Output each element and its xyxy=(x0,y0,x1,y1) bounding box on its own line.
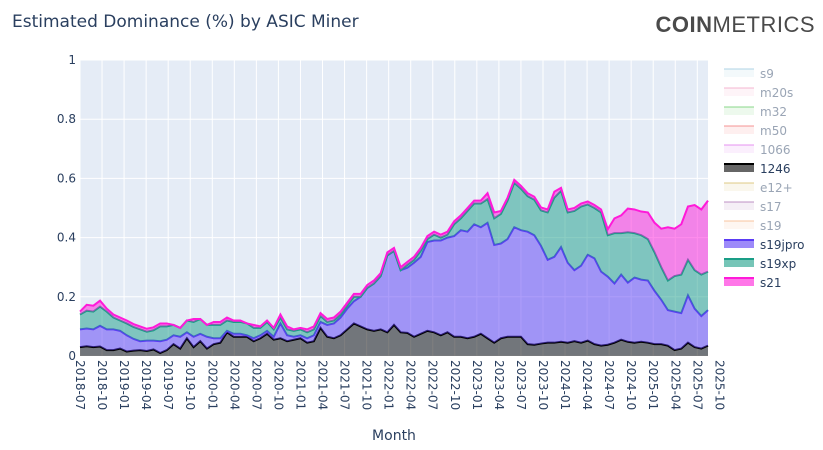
x-tick-label: 2022-07 xyxy=(426,360,440,410)
legend-item-e12+[interactable]: e12+ xyxy=(724,181,793,195)
x-tick-label: 2023-01 xyxy=(470,360,484,410)
legend-item-s9[interactable]: s9 xyxy=(724,67,774,81)
legend-label: 1246 xyxy=(760,162,791,176)
legend-label: s19xp xyxy=(760,257,796,271)
legend-label: m20s xyxy=(760,86,793,100)
x-tick-label: 2024-01 xyxy=(558,360,572,410)
y-tick-label: 0 xyxy=(68,349,76,363)
x-tick-label: 2024-10 xyxy=(624,360,638,410)
legend-item-s19[interactable]: s19 xyxy=(724,219,782,233)
legend-swatch xyxy=(724,278,754,286)
x-tick-label: 2021-01 xyxy=(293,360,307,410)
legend-swatch xyxy=(724,126,754,134)
y-tick-label: 0.8 xyxy=(57,112,76,126)
x-tick-label: 2019-04 xyxy=(139,360,153,410)
series-line-s21 xyxy=(79,178,709,331)
legend-label: s19jpro xyxy=(760,238,804,252)
x-tick-label: 2021-04 xyxy=(316,360,330,410)
x-tick-label: 2022-10 xyxy=(448,360,462,410)
legend-swatch xyxy=(724,88,754,96)
legend-label: m32 xyxy=(760,105,787,119)
x-tick-label: 2024-04 xyxy=(580,360,594,410)
brand-logo-light: METRICS xyxy=(712,12,815,37)
legend-swatch xyxy=(724,69,754,77)
legend-item-s19xp[interactable]: s19xp xyxy=(724,257,796,271)
x-tick-label: 2019-01 xyxy=(117,360,131,410)
y-tick-label: 0.4 xyxy=(57,231,76,245)
legend-swatch xyxy=(724,221,754,229)
area-1246 xyxy=(80,323,708,356)
legend-swatch xyxy=(724,164,754,172)
x-tick-label: 2020-04 xyxy=(227,360,241,410)
x-tick-label: 2023-07 xyxy=(514,360,528,410)
brand-logo-bold: COIN xyxy=(655,12,713,37)
x-tick-label: 2021-10 xyxy=(360,360,374,410)
legend-swatch xyxy=(724,183,754,191)
legend-label: s19 xyxy=(760,219,782,233)
legend-label: s9 xyxy=(760,67,774,81)
legend-swatch xyxy=(724,240,754,248)
x-tick-label: 2024-07 xyxy=(602,360,616,410)
x-tick-label: 2025-07 xyxy=(690,360,704,410)
x-tick-label: 2025-04 xyxy=(668,360,682,410)
legend-label: e12+ xyxy=(760,181,793,195)
x-tick-label: 2020-10 xyxy=(271,360,285,410)
x-tick-label: 2022-04 xyxy=(404,360,418,410)
legend-item-s19jpro[interactable]: s19jpro xyxy=(724,238,804,252)
x-tick-label: 2020-01 xyxy=(205,360,219,410)
x-tick-label: 2025-10 xyxy=(712,360,726,410)
y-tick-label: 1 xyxy=(68,53,76,67)
legend-item-1066[interactable]: 1066 xyxy=(724,143,791,157)
area-s19jpro xyxy=(80,222,708,354)
legend-swatch xyxy=(724,259,754,267)
chart-title: Estimated Dominance (%) by ASIC Miner xyxy=(12,12,359,32)
legend-label: m50 xyxy=(760,124,787,138)
legend-item-m50[interactable]: m50 xyxy=(724,124,787,138)
legend-swatch xyxy=(724,107,754,115)
legend-item-s17[interactable]: s17 xyxy=(724,200,782,214)
x-tick-label: 2018-10 xyxy=(95,360,109,410)
legend-item-m20s[interactable]: m20s xyxy=(724,86,793,100)
x-tick-label: 2018-07 xyxy=(73,360,87,410)
legend-item-s21[interactable]: s21 xyxy=(724,276,782,290)
x-tick-label: 2020-07 xyxy=(249,360,263,410)
legend-swatch xyxy=(724,202,754,210)
x-tick-label: 2025-01 xyxy=(646,360,660,410)
legend-label: s21 xyxy=(760,276,782,290)
y-tick-label: 0.2 xyxy=(57,290,76,304)
legend-swatch xyxy=(724,145,754,153)
x-tick-label: 2019-07 xyxy=(161,360,175,410)
legend-item-m32[interactable]: m32 xyxy=(724,105,787,119)
area-s19xp xyxy=(80,182,708,342)
legend-label: s17 xyxy=(760,200,782,214)
legend-label: 1066 xyxy=(760,143,791,157)
y-tick-label: 0.6 xyxy=(57,171,76,185)
x-tick-label: 2019-10 xyxy=(183,360,197,410)
legend-item-1246[interactable]: 1246 xyxy=(724,162,791,176)
x-tick-label: 2021-07 xyxy=(338,360,352,410)
brand-logo: COINMETRICS xyxy=(656,12,816,38)
x-tick-label: 2023-10 xyxy=(536,360,550,410)
x-axis-title: Month xyxy=(372,428,416,444)
x-tick-label: 2022-01 xyxy=(382,360,396,410)
x-tick-label: 2023-04 xyxy=(492,360,506,410)
